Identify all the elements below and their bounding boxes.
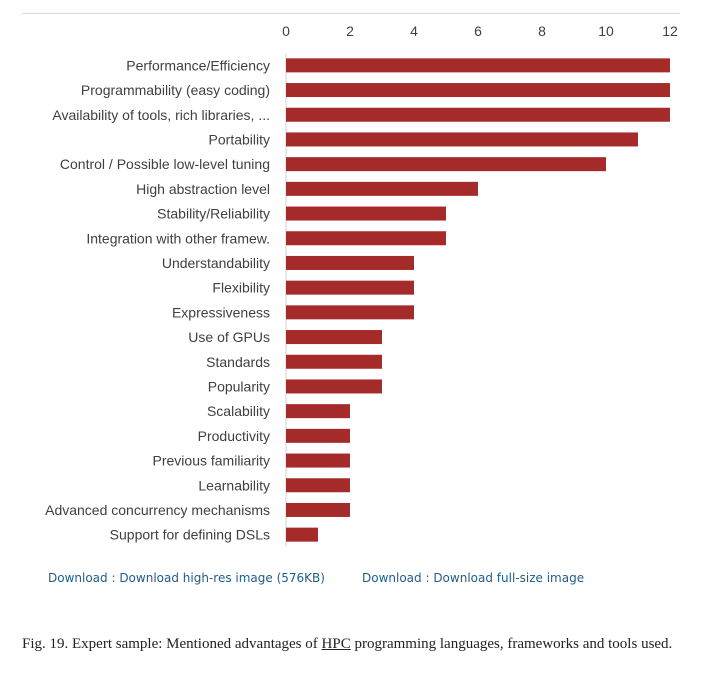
category-label: Performance/Efficiency xyxy=(126,57,270,73)
category-label: High abstraction level xyxy=(136,181,270,197)
x-tick-label: 12 xyxy=(662,23,678,39)
category-label: Understandability xyxy=(162,255,270,271)
bar xyxy=(286,206,446,221)
bar xyxy=(286,157,606,172)
download-fullsize-link[interactable]: Download : Download full-size image xyxy=(362,571,585,585)
category-label: Productivity xyxy=(198,428,270,444)
download-links: Download : Download high-res image (576K… xyxy=(48,571,584,585)
x-tick-label: 0 xyxy=(282,23,290,39)
category-label: Advanced concurrency mechanisms xyxy=(45,502,270,518)
bar xyxy=(286,453,350,468)
bar xyxy=(286,280,414,295)
bar xyxy=(286,354,382,369)
bar xyxy=(286,305,414,320)
bar xyxy=(286,255,414,270)
x-axis-ticks: 0 2 4 6 8 10 12 xyxy=(282,23,678,39)
caption-text-end: programming languages, frameworks and to… xyxy=(350,636,673,652)
hpc-link[interactable]: HPC xyxy=(321,636,351,652)
category-label: Expressiveness xyxy=(172,304,270,320)
bar-chart: 0 2 4 6 8 10 12 Performance/Efficiency Programm… xyxy=(45,23,678,547)
bar xyxy=(286,478,350,493)
category-label: Flexibility xyxy=(212,280,270,296)
x-tick-label: 10 xyxy=(598,23,614,39)
bar xyxy=(286,231,446,246)
bar xyxy=(286,379,382,394)
category-label: Scalability xyxy=(207,403,270,419)
bar xyxy=(286,502,350,517)
category-label: Programmability (easy coding) xyxy=(81,82,270,98)
x-tick-label: 6 xyxy=(474,23,482,39)
download-hires-link[interactable]: Download : Download high-res image (576K… xyxy=(48,571,325,585)
bar xyxy=(286,181,478,196)
category-label: Learnability xyxy=(198,477,270,493)
x-tick-label: 2 xyxy=(346,23,354,39)
bar xyxy=(286,83,670,98)
bar xyxy=(286,132,638,147)
bar xyxy=(286,428,350,443)
category-label: Control / Possible low-level tuning xyxy=(60,156,270,172)
category-label: Availability of tools, rich libraries, .… xyxy=(52,107,270,123)
bar xyxy=(286,107,670,122)
category-label: Support for defining DSLs xyxy=(110,527,270,543)
category-label: Popularity xyxy=(208,378,270,394)
x-tick-label: 4 xyxy=(410,23,418,39)
bar xyxy=(286,58,670,73)
bar xyxy=(286,404,350,419)
category-label: Standards xyxy=(206,354,270,370)
bar xyxy=(286,527,318,542)
category-labels: Performance/Efficiency Programmability (e… xyxy=(45,57,270,542)
category-label: Use of GPUs xyxy=(188,329,270,345)
top-divider xyxy=(22,13,680,14)
category-label: Previous familiarity xyxy=(153,453,270,469)
bar xyxy=(286,330,382,345)
category-label: Integration with other framew. xyxy=(86,230,270,246)
category-label: Portability xyxy=(209,131,270,147)
category-label: Stability/Reliability xyxy=(157,206,270,222)
caption-text-start: Fig. 19. Expert sample: Mentioned advant… xyxy=(22,636,322,652)
x-tick-label: 8 xyxy=(538,23,546,39)
figure-caption: Fig. 19. Expert sample: Mentioned advant… xyxy=(22,634,682,654)
bars xyxy=(286,58,670,542)
